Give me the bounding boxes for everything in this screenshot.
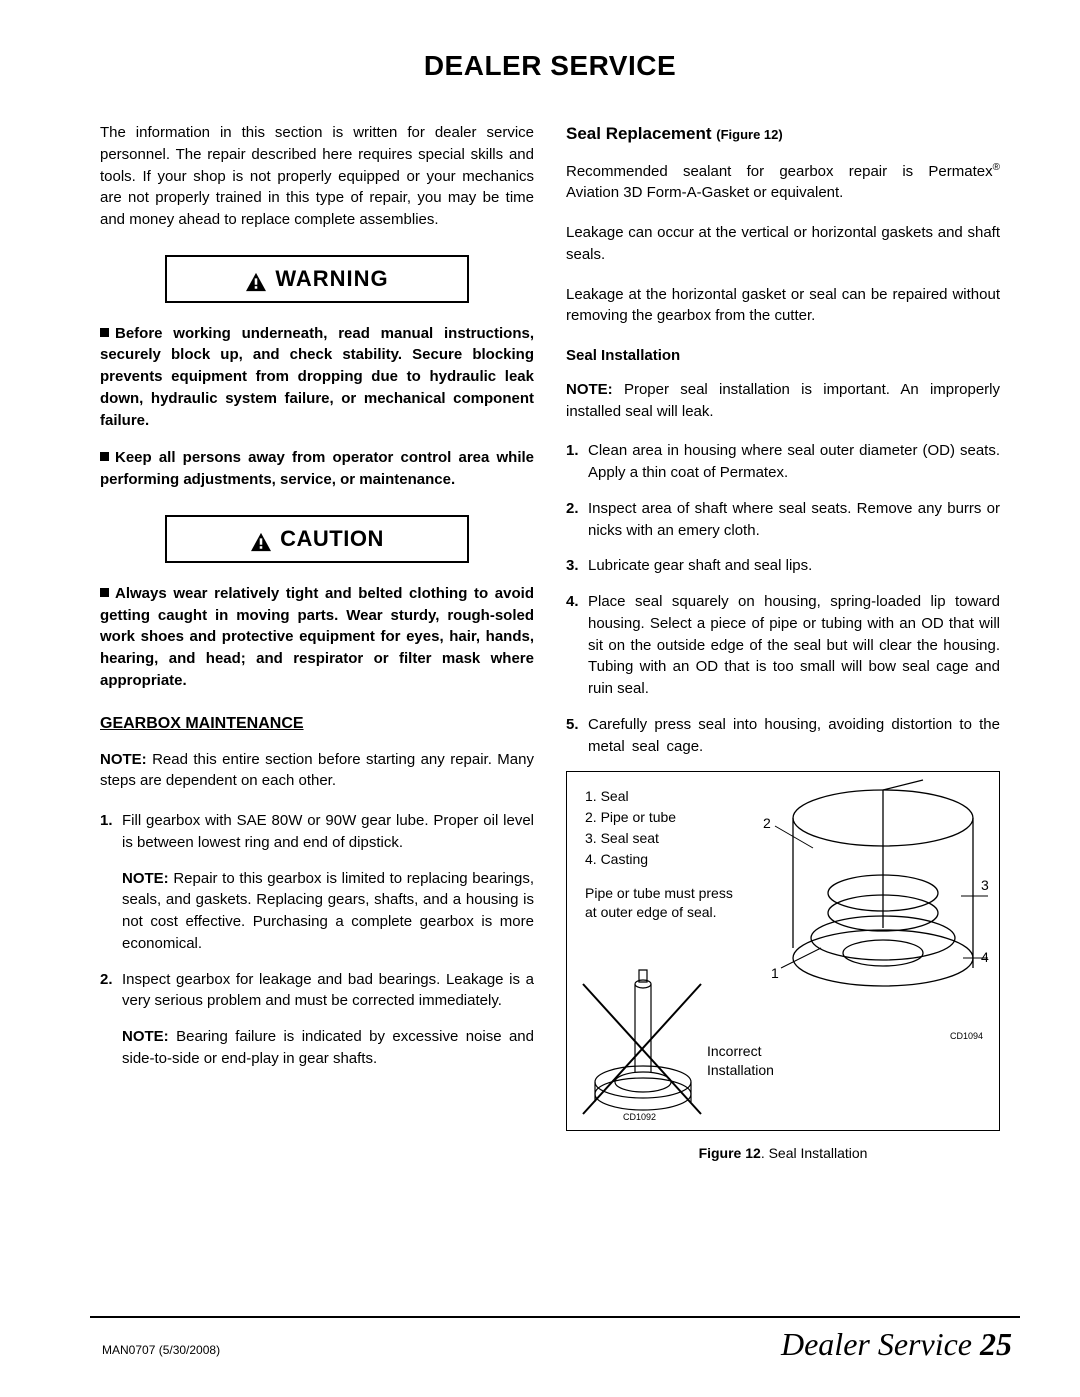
caution-label: CAUTION xyxy=(280,523,384,555)
gearbox-heading: GEARBOX MAINTENANCE xyxy=(100,712,534,735)
warning-box: WARNING xyxy=(165,255,469,303)
page-title: DEALER SERVICE xyxy=(100,50,1000,82)
seal-diagram-icon: 2 3 4 1 xyxy=(713,778,993,1028)
drawing-code: CD1092 xyxy=(623,1111,656,1125)
callout-4: 4 xyxy=(981,949,989,965)
intro-paragraph: The information in this section is writt… xyxy=(100,122,534,231)
page-footer: MAN0707 (5/30/2008) Dealer Service 25 xyxy=(90,1316,1020,1363)
seal-p2: Leakage can occur at the vertical or hor… xyxy=(566,222,1000,266)
caution-item: Always wear relatively tight and belted … xyxy=(100,583,534,692)
gearbox-steps: 1. Fill gearbox with SAE 80W or 90W gear… xyxy=(100,810,534,1070)
warning-triangle-icon xyxy=(245,269,267,289)
warning-item: Before working underneath, read manual i… xyxy=(100,323,534,432)
square-bullet-icon xyxy=(100,328,109,337)
callout-2: 2 xyxy=(763,815,771,831)
list-item: 4.Place seal squarely on housing, spring… xyxy=(566,591,1000,700)
list-item: 2.Inspect area of shaft where seal seats… xyxy=(566,498,1000,542)
callout-1: 1 xyxy=(771,965,779,981)
two-column-layout: The information in this section is writt… xyxy=(100,122,1000,1164)
legend-item: 3. Seal seat xyxy=(585,828,676,849)
list-item: 1.Clean area in housing where seal outer… xyxy=(566,440,1000,484)
incorrect-label: IncorrectInstallation xyxy=(707,1042,774,1078)
legend-item: 2. Pipe or tube xyxy=(585,807,676,828)
warning-label: WARNING xyxy=(275,263,388,295)
footer-docid: MAN0707 (5/30/2008) xyxy=(90,1343,220,1363)
figure-12-box: 1. Seal 2. Pipe or tube 3. Seal seat 4. … xyxy=(566,771,1000,1131)
caution-box: CAUTION xyxy=(165,515,469,563)
seal-p3: Leakage at the horizontal gasket or seal… xyxy=(566,284,1000,328)
list-item: 3.Lubricate gear shaft and seal lips. xyxy=(566,555,1000,577)
warning-item: Keep all persons away from operator cont… xyxy=(100,447,534,491)
figure-legend: 1. Seal 2. Pipe or tube 3. Seal seat 4. … xyxy=(585,786,676,870)
seal-p1: Recommended sealant for gearbox repair i… xyxy=(566,161,1000,205)
gearbox-note: NOTE: Read this entire section before st… xyxy=(100,749,534,793)
seal-steps: 1.Clean area in housing where seal outer… xyxy=(566,440,1000,757)
list-item: 1. Fill gearbox with SAE 80W or 90W gear… xyxy=(100,810,534,955)
caution-triangle-icon xyxy=(250,529,272,549)
callout-3: 3 xyxy=(981,877,989,893)
drawing-code: CD1094 xyxy=(950,1030,983,1044)
right-column: Seal Replacement (Figure 12) Recommended… xyxy=(566,122,1000,1164)
list-item: 2. Inspect gearbox for leakage and bad b… xyxy=(100,969,534,1070)
legend-item: 4. Casting xyxy=(585,849,676,870)
square-bullet-icon xyxy=(100,588,109,597)
footer-title: Dealer Service 25 xyxy=(781,1326,1020,1363)
legend-item: 1. Seal xyxy=(585,786,676,807)
square-bullet-icon xyxy=(100,452,109,461)
incorrect-install-icon xyxy=(573,964,713,1124)
left-column: The information in this section is writt… xyxy=(100,122,534,1164)
figure-caption: Figure 12. Seal Installation xyxy=(566,1143,1000,1163)
seal-replacement-heading: Seal Replacement (Figure 12) xyxy=(566,122,1000,147)
seal-install-note: NOTE: Proper seal installation is import… xyxy=(566,379,1000,423)
list-item: 5.Carefully press seal into housing, avo… xyxy=(566,714,1000,758)
seal-install-heading: Seal Installation xyxy=(566,345,1000,367)
